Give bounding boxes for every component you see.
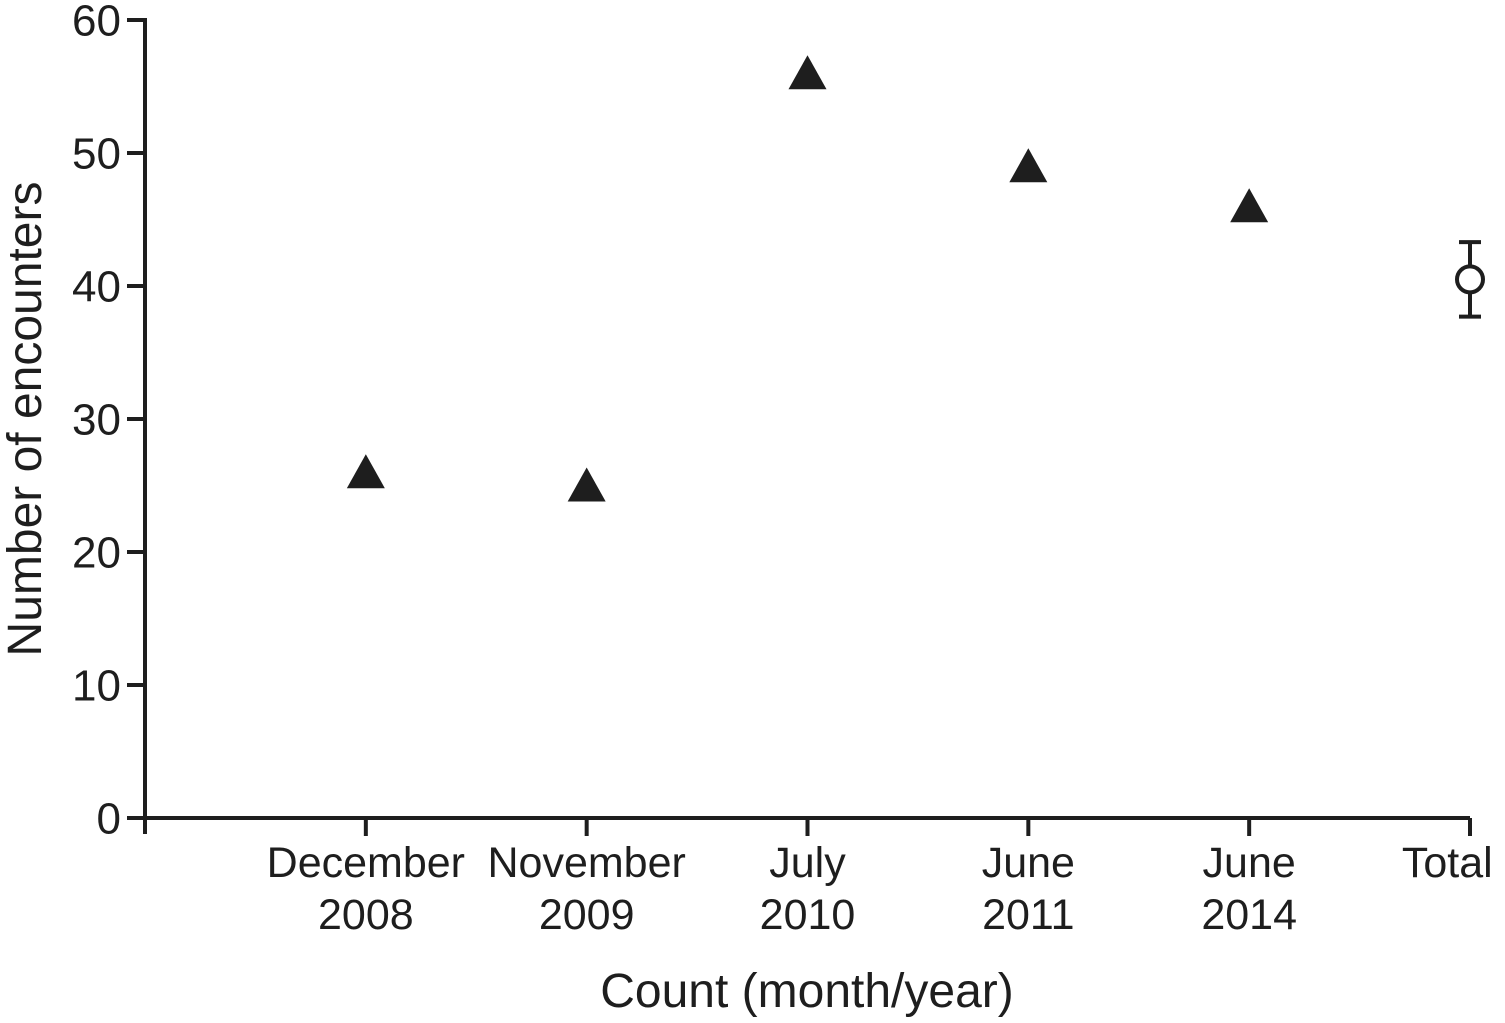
x-tick-label-july-2010-line1: July	[769, 839, 846, 887]
y-tick-label-20: 20	[72, 528, 121, 577]
x-tick-label-june-2011-line2: 2011	[982, 891, 1074, 939]
x-tick-label-total-line1: Total	[1402, 839, 1493, 887]
marker-november-2009	[567, 467, 606, 502]
x-tick-label-june-2014-line2: 2014	[1201, 891, 1297, 939]
marker-june-2014	[1230, 188, 1269, 223]
x-tick-label-july-2010-line2: 2010	[760, 891, 856, 939]
x-tick-label-november-2009-line2: 2009	[539, 891, 635, 939]
x-tick-label-june-2011-line1: June	[982, 839, 1075, 887]
x-tick-label-december-2008-line2: 2008	[318, 891, 414, 939]
y-tick-label-30: 30	[72, 395, 121, 444]
x-tick-label-june-2014-line1: June	[1203, 839, 1296, 887]
marker-december-2008	[346, 454, 385, 489]
x-tick-label-december-2008-line1: December	[267, 839, 465, 887]
marker-total	[1455, 240, 1485, 319]
y-tick-label-40: 40	[72, 262, 121, 311]
total-mean-circle	[1455, 264, 1485, 295]
marker-july-2010	[788, 55, 827, 90]
y-tick-label-0: 0	[97, 794, 121, 843]
x-axis-title: Count (month/year)	[600, 965, 1014, 1018]
x-tick-label-november-2009-line1: November	[487, 839, 685, 887]
y-tick-label-10: 10	[72, 661, 121, 710]
y-tick-label-60: 60	[72, 0, 121, 45]
marker-june-2011	[1009, 148, 1048, 183]
y-axis-title: Number of encounters	[0, 182, 52, 657]
y-tick-label-50: 50	[72, 129, 121, 178]
